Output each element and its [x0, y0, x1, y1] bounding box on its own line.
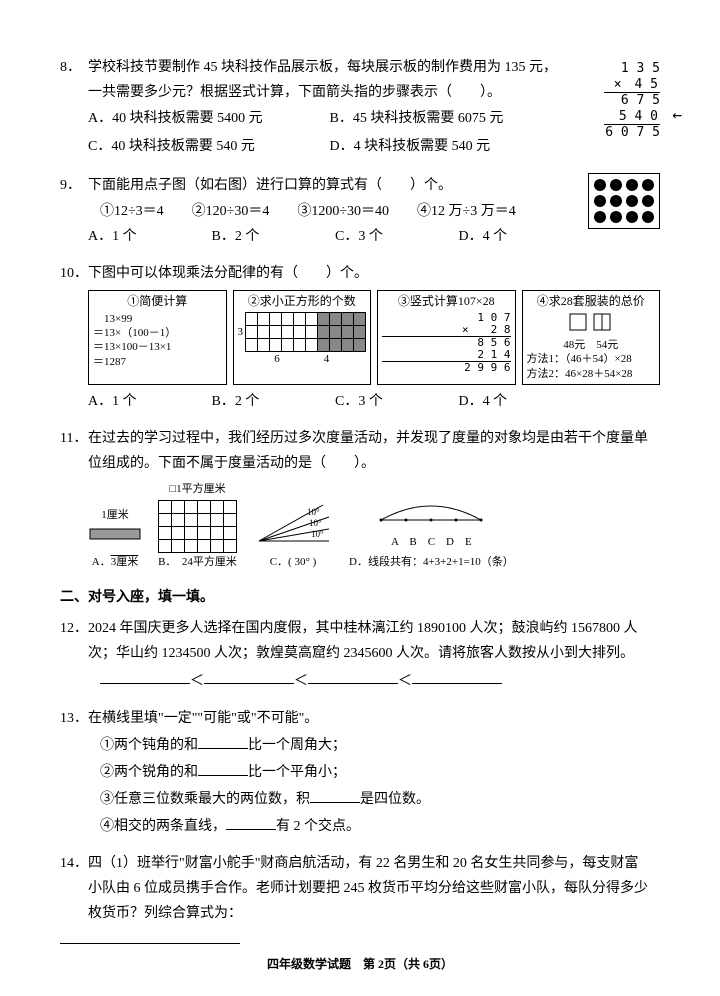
opt-d: D．4 个 [459, 389, 579, 414]
opt-b: B．2 个 [212, 389, 332, 414]
label: 3 [238, 325, 244, 339]
question-12: 12．2024 年国庆更多人选择在国内度假，其中桂林漓江约 1890100 人次… [60, 616, 660, 693]
q9-items: ①12÷3＝4 ②120÷30＝4 ③1200÷30＝40 ④12 万÷3 万＝… [60, 199, 660, 224]
svg-text:10°: 10° [311, 529, 324, 539]
panel-title: ①简便计算 [93, 294, 222, 310]
opt-d: D．4 块科技板需要 540 元 [330, 133, 491, 161]
question-10: 10．下图中可以体现乘法分配律的有（ ）个。 ①简便计算 13×99＝13×（1… [60, 261, 660, 414]
svg-text:10°: 10° [307, 507, 320, 517]
panel-2: ②求小正方形的个数 3 6 4 [233, 290, 372, 385]
clothes-icon [527, 312, 656, 338]
page-footer: 四年级数学试题 第 2页（共 6页） [0, 955, 720, 972]
opt-c: C．3 个 [335, 224, 455, 249]
q-text: 学校科技节要制作 45 块科技作品展示板，每块展示板的制作费用为 135 元，一… [88, 55, 568, 105]
q8-calculation: 1 3 5 × 4 5 6 7 5 5 4 0 6 0 7 5 [596, 61, 660, 141]
q10-options: A．1 个 B．2 个 C．3 个 D．4 个 [60, 389, 660, 414]
fig-b: □1平方厘米 B． 24平方厘米 [158, 480, 237, 573]
q-text: 在横线里填"一定""可能"或"不可能"。 [88, 711, 318, 726]
calc-line: 6 0 7 5 [605, 125, 660, 140]
question-11: 11．在过去的学习过程中，我们经历过多次度量活动，并发现了度量的对象均是由若干个… [60, 426, 660, 573]
opt-c: C．40 块科技板需要 540 元 [88, 133, 308, 161]
sub-items: ①两个钝角的和比一个周角大； ②两个锐角的和比一个平角小； ③任意三位数乘最大的… [60, 731, 660, 839]
q-text: 2024 年国庆更多人选择在国内度假，其中桂林漓江约 1890100 人次；鼓浪… [88, 616, 648, 666]
q-text: 在过去的学习过程中，我们经历过多次度量活动，并发现了度量的对象均是由若干个度量单… [88, 426, 648, 476]
segment-icon [376, 498, 486, 526]
q-number: 14． [60, 851, 88, 876]
q-text: 下面能用点子图（如右图）进行口算的算式有（ ）个。 [88, 178, 452, 193]
q-number: 10． [60, 261, 88, 286]
calc-line: 6 7 5 [621, 93, 660, 108]
answer-blank [60, 926, 240, 944]
q-number: 9． [60, 173, 88, 198]
fig-c: 10° 10° 10° C．( 30° ) [253, 501, 333, 573]
grid-icon [245, 312, 366, 352]
opt-b: B．45 块科技板需要 6075 元 [330, 105, 504, 133]
panel-title: ③竖式计算107×28 [382, 294, 511, 310]
q8-options: A．40 块科技板需要 5400 元 B．45 块科技板需要 6075 元 C．… [60, 105, 660, 161]
answer-line: ＜＜＜ [60, 667, 660, 694]
angle-icon: 10° 10° 10° [253, 501, 333, 545]
opt-d: D．4 个 [459, 224, 579, 249]
panel-4: ④求28套服装的总价 48元 54元 方法1：（46＋54）×28 方法2：46… [522, 290, 661, 385]
q11-figures: 1厘米 A．3厘米 □1平方厘米 B． 24平方厘米 10° 10° 10° C… [60, 480, 660, 573]
fig-a: 1厘米 A．3厘米 [88, 506, 142, 573]
q-text: 下图中可以体现乘法分配律的有（ ）个。 [88, 266, 368, 281]
exam-page: 1 3 5 × 4 5 6 7 5 5 4 0 6 0 7 5 8．学校科技节要… [0, 0, 720, 995]
question-14: 14．四（1）班举行"财富小舵手"财商启航活动，有 22 名男生和 20 名女生… [60, 851, 660, 954]
panel-content: 13×99＝13×（100－1） ＝13×100－13×1＝1287 [93, 312, 222, 369]
opt-a: A．40 块科技板需要 5400 元 [88, 105, 308, 133]
dot-diagram [588, 173, 660, 229]
q9-options: A．1 个 B．2 个 C．3 个 D．4 个 [60, 224, 660, 249]
panel-1: ①简便计算 13×99＝13×（100－1） ＝13×100－13×1＝1287 [88, 290, 227, 385]
ruler-icon [88, 525, 142, 545]
question-13: 13．在横线里填"一定""可能"或"不可能"。 ①两个钝角的和比一个周角大； ②… [60, 706, 660, 839]
calc-line-arrow: 5 4 0 [604, 109, 660, 126]
question-9: 9．下面能用点子图（如右图）进行口算的算式有（ ）个。 ①12÷3＝4 ②120… [60, 173, 660, 249]
calc-line: × 4 5 [604, 77, 660, 94]
section-title: 二、对号入座，填一填。 [60, 585, 660, 610]
q-number: 12． [60, 616, 88, 641]
svg-text:10°: 10° [309, 518, 322, 528]
q-number: 13． [60, 706, 88, 731]
opt-a: A．1 个 [88, 224, 208, 249]
question-8: 1 3 5 × 4 5 6 7 5 5 4 0 6 0 7 5 8．学校科技节要… [60, 55, 660, 161]
panel-title: ④求28套服装的总价 [527, 294, 656, 310]
panel-title: ②求小正方形的个数 [238, 294, 367, 310]
q-text: 四（1）班举行"财富小舵手"财商启航活动，有 22 名男生和 20 名女生共同参… [88, 851, 648, 927]
calc-line: 1 3 5 [621, 61, 660, 76]
opt-c: C．3 个 [335, 389, 455, 414]
panel-3: ③竖式计算107×28 1 0 7 × 2 8 8 5 6 2 1 4 2 9 … [377, 290, 516, 385]
opt-b: B．2 个 [212, 224, 332, 249]
grid-icon [158, 500, 237, 553]
q-number: 8． [60, 55, 88, 80]
q-number: 11． [60, 426, 88, 451]
q10-four-panels: ①简便计算 13×99＝13×（100－1） ＝13×100－13×1＝1287… [88, 290, 660, 385]
opt-a: A．1 个 [88, 389, 208, 414]
fig-d: A B C D E D．线段共有：4+3+2+1=10（条） [349, 498, 514, 573]
